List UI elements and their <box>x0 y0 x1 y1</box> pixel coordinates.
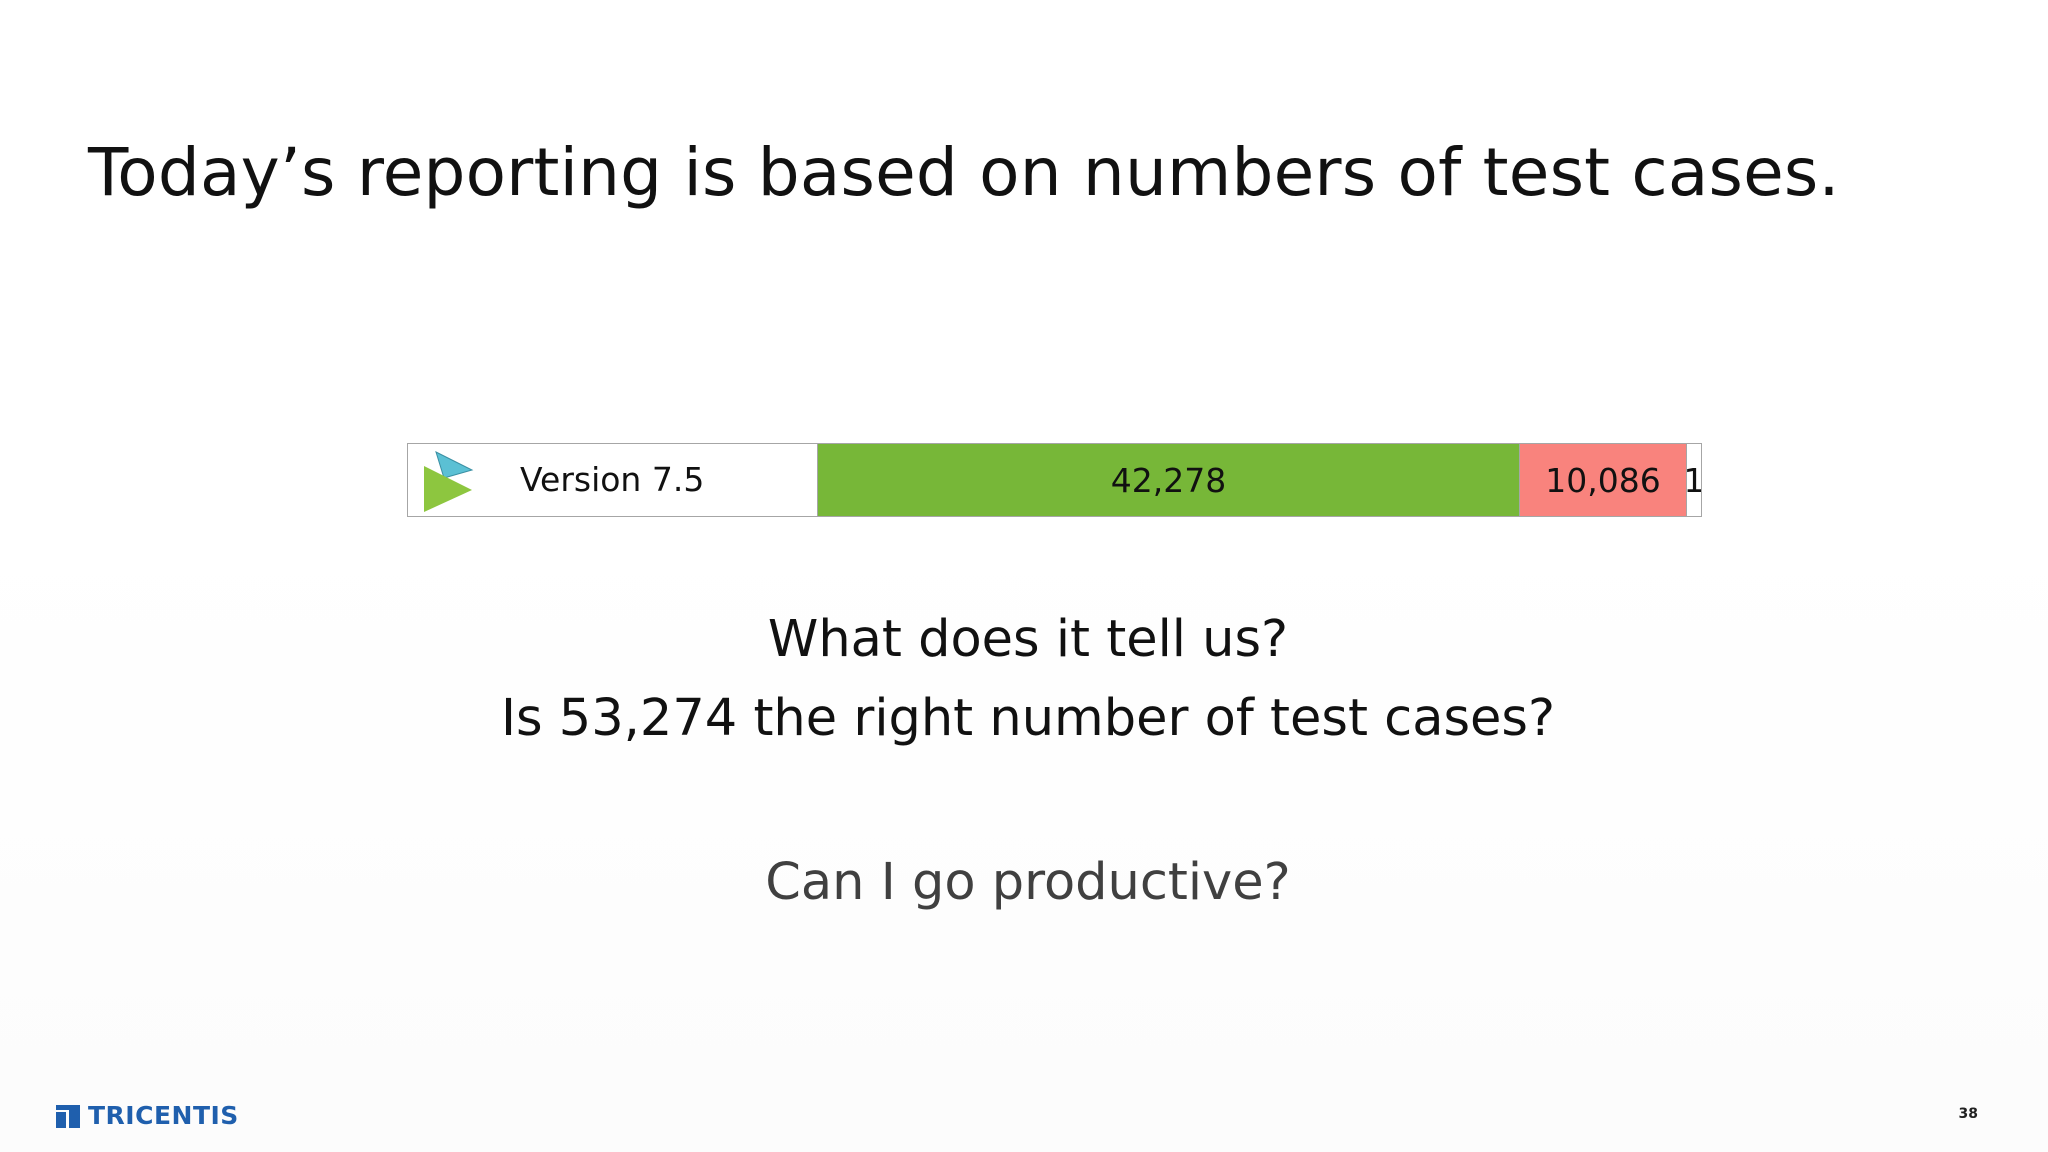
bar-data-label: 42,278 <box>1110 460 1227 500</box>
question-go-productive: Can I go productive? <box>765 853 1291 912</box>
question-what-does-it-tell: What does it tell us? <box>767 610 1289 669</box>
question-right-number: Is 53,274 the right number of test cases… <box>500 689 1556 748</box>
bar-segment-1: 42,278 <box>818 444 1519 516</box>
bar-segment-3: 910 <box>1686 444 1701 516</box>
bar-category-label: Version 7.5 <box>520 460 705 499</box>
brand-name: TRICENTIS <box>88 1100 239 1130</box>
slide-title: Today’s reporting is based on numbers of… <box>88 134 1840 211</box>
bar-segment-2: 10,086 <box>1519 444 1686 516</box>
brand-logo: TRICENTIS <box>56 1100 239 1130</box>
bar-data-label: 910 <box>1687 461 1701 500</box>
stacked-bar-chart: Version 7.5 42,278 10,086 910 <box>407 443 1702 517</box>
bar-data-label: 10,086 <box>1545 460 1661 500</box>
tosca-play-icon <box>424 451 474 512</box>
tricentis-mark-icon <box>56 1105 80 1128</box>
bar-category-cell: Version 7.5 <box>408 444 818 516</box>
page-number: 38 <box>1958 1106 1978 1122</box>
